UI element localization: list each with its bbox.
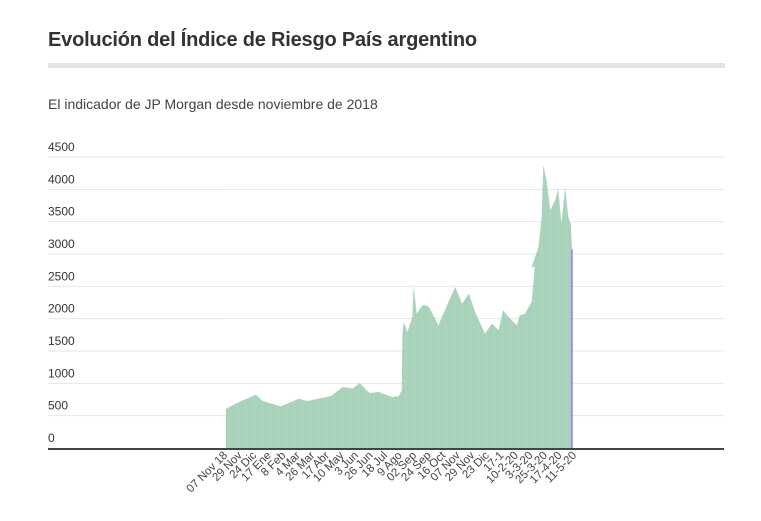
y-tick-label: 4000 — [48, 172, 75, 186]
y-tick-label: 1000 — [48, 366, 75, 380]
title-divider — [48, 63, 725, 68]
y-tick-label: 1500 — [48, 334, 75, 348]
plot-area — [48, 157, 724, 450]
grid: 0 500 1000 1500 2000 2500 3000 3500 4000 4500 — [48, 140, 724, 445]
y-tick-label: 0 — [48, 431, 55, 445]
chart-subtitle: El indicador de JP Morgan desde noviembr… — [48, 96, 378, 112]
y-tick-label: 500 — [48, 399, 68, 413]
y-tick-label: 2000 — [48, 302, 75, 316]
y-tick-label: 3000 — [48, 237, 75, 251]
chart-title: Evolución del Índice de Riesgo País arge… — [48, 29, 477, 51]
series-area-riesgo-pais — [226, 165, 572, 449]
y-tick-label: 4500 — [48, 140, 75, 154]
y-tick-label: 2500 — [48, 269, 75, 283]
y-tick-label: 3500 — [48, 205, 75, 219]
